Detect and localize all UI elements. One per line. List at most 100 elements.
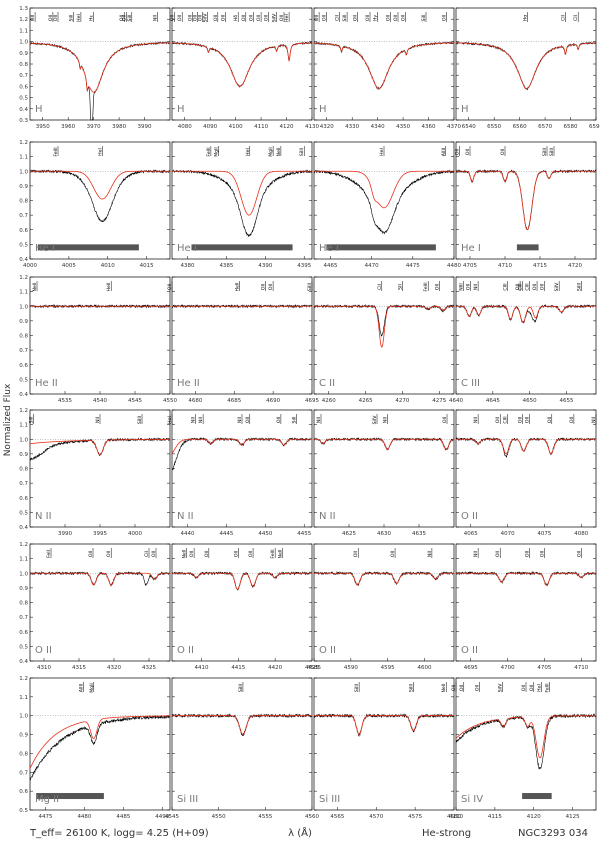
x-tick-label: 4320: [320, 124, 334, 130]
line-id-label: OII: [177, 15, 183, 21]
x-tick-label: 4550: [163, 398, 177, 404]
line-id-label: FeIII: [206, 147, 212, 156]
panel-label: N II: [177, 511, 194, 522]
panel-label: He I: [461, 243, 481, 254]
y-tick-label: 0.5: [19, 377, 28, 383]
line-id-label: FeIII: [544, 683, 550, 692]
line-id-label: OII: [495, 551, 501, 557]
observed-spectrum: [171, 436, 313, 471]
line-id-label: SiIV: [372, 415, 378, 425]
x-tick-label: 4445: [219, 531, 233, 537]
y-tick-label: 0.8: [19, 62, 28, 68]
model-spectrum: [314, 170, 454, 209]
model-spectrum: [172, 715, 312, 735]
line-id-label: OII: [241, 15, 247, 21]
line-id-label: OII: [459, 685, 465, 691]
line-id-label: OII: [189, 551, 195, 557]
model-spectrum: [456, 305, 596, 323]
panel-label: N II: [319, 511, 336, 522]
line-id-label: OII: [48, 15, 54, 21]
x-tick-label: 4480: [447, 263, 461, 269]
panel-label: H: [177, 104, 185, 115]
y-tick-label: 1.1: [19, 695, 28, 701]
line-id-label: OII: [500, 149, 506, 155]
y-tick-label: 0.5: [19, 96, 28, 102]
line-id-label: OII: [539, 551, 545, 557]
line-id-label: OII: [532, 284, 538, 290]
y-tick-label: 1.2: [19, 676, 28, 682]
model-spectrum: [172, 572, 312, 590]
line-id-label: CIII: [503, 416, 509, 423]
x-tick-label: 4100: [229, 124, 243, 130]
x-tick-label: 4545: [128, 398, 142, 404]
x-tick-label: 4690: [266, 398, 280, 404]
y-tick-label: 1.1: [19, 28, 28, 34]
fit-region-bar: [326, 244, 436, 251]
line-id-label: NeII: [278, 550, 284, 559]
observed-spectrum: [29, 437, 171, 461]
line-id-label: SiII: [291, 417, 297, 424]
line-id-label: CII: [334, 15, 340, 21]
x-tick-label: 4625: [342, 531, 356, 537]
line-id-label: OII: [248, 15, 254, 21]
panel-label: H: [461, 104, 469, 115]
line-id-label: NII: [198, 417, 204, 423]
x-tick-label: 4570: [369, 814, 383, 820]
line-id-label: OII: [53, 15, 59, 21]
observed-spectrum: [313, 713, 455, 737]
y-tick-label: 1.2: [19, 408, 28, 414]
line-id-label: OII: [119, 15, 125, 21]
panel-9: 0.4 0.5 0.6 0.7 0.8 0.9 1.0 1.1 1.2 4535 4540 4545 4…: [19, 275, 177, 404]
line-id-label: OII: [525, 551, 531, 557]
line-id-label: SiIV: [271, 13, 277, 23]
line-id-label: SiIII: [409, 684, 415, 692]
footer-star-id: NGC3293 034: [518, 828, 588, 839]
panel-17: 0.4 0.5 0.6 0.7 0.8 0.9 1.0 1.1 1.2 4310 4315 4320 4…: [19, 542, 171, 671]
x-tick-label: 4320: [107, 665, 121, 671]
x-tick-label: 4395: [297, 263, 311, 269]
y-tick-label: 0.7: [19, 213, 28, 219]
line-id-label: NII: [383, 417, 389, 423]
y-tick-label: 1.0: [19, 40, 28, 46]
y-tick-label: 1.2: [19, 17, 28, 23]
x-tick-label: 4310: [37, 665, 51, 671]
x-tick-label: 4485: [116, 814, 130, 820]
x-tick-label: 4270: [395, 398, 409, 404]
line-id-label: SiII: [29, 417, 35, 424]
x-tick-label: 4380: [181, 263, 195, 269]
panel-label: O II: [319, 645, 336, 656]
x-tick-label: 4465: [323, 263, 337, 269]
panel-label: H: [319, 104, 327, 115]
line-id-label: SiIII: [542, 148, 548, 156]
x-tick-label: 4110: [254, 124, 268, 130]
x-tick-label: 4470: [365, 263, 379, 269]
line-id-label: SiIII: [299, 148, 305, 156]
x-tick-label: 4535: [58, 398, 72, 404]
line-id-label: OII: [365, 15, 371, 21]
panel-frame: [171, 7, 313, 121]
x-tick-label: 4275: [432, 398, 446, 404]
panel-20: 4695 4700 4705 4710 NII OII OII OII OII O II: [455, 543, 597, 671]
line-id-label: CIII: [525, 283, 531, 290]
y-tick-label: 0.6: [19, 630, 28, 636]
line-id-label: OII: [441, 15, 447, 21]
line-id-label: OII: [465, 149, 471, 155]
line-id-label: OII: [30, 15, 36, 21]
y-tick-label: 0.6: [19, 84, 28, 90]
x-tick-label: 3990: [138, 124, 152, 130]
model-spectrum: [456, 572, 596, 586]
panel-frame: [313, 7, 455, 121]
line-id-label: Hε: [89, 15, 95, 21]
y-tick-label: 0.8: [19, 199, 28, 205]
model-spectrum: [30, 572, 170, 586]
line-id-label: CIII: [503, 283, 509, 290]
footer-classification: He-strong: [422, 828, 471, 839]
panel-label: He II: [177, 378, 200, 389]
y-tick-label: 0.9: [19, 452, 28, 458]
panel-label: O II: [461, 645, 478, 656]
model-spectrum: [313, 42, 455, 90]
line-id-label: SiII: [421, 15, 427, 22]
x-tick-label: 4575: [408, 814, 422, 820]
